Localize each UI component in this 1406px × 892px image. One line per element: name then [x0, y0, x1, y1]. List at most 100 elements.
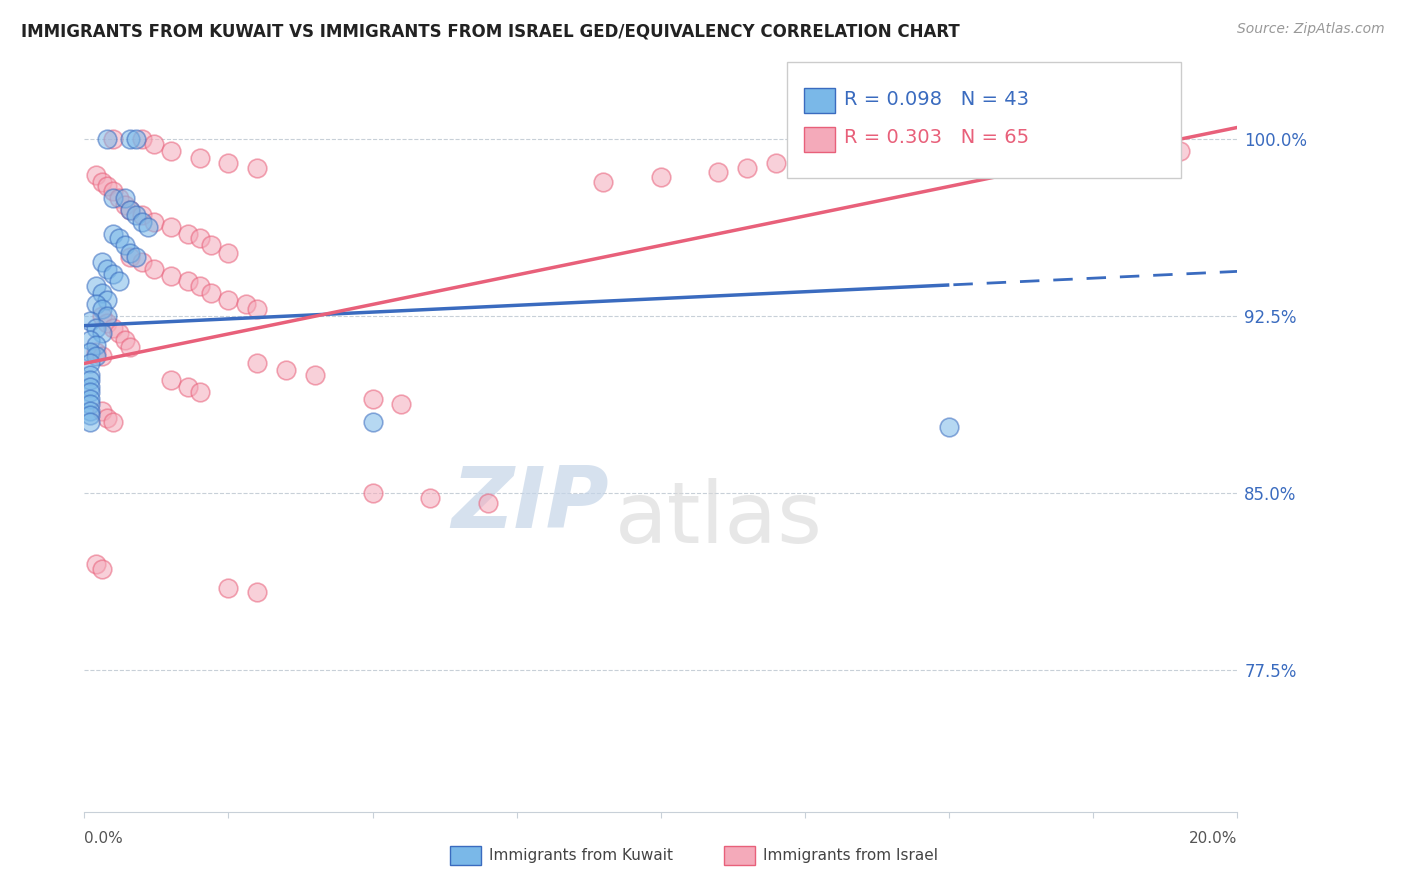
Point — [90, 285, 112, 300]
Point — [114, 238, 136, 252]
Point — [218, 581, 240, 595]
Point — [90, 403, 112, 417]
Point — [79, 416, 101, 430]
Point — [131, 208, 153, 222]
Point — [188, 278, 211, 293]
Text: R = 0.303   N = 65: R = 0.303 N = 65 — [844, 128, 1029, 147]
Point — [84, 344, 107, 359]
Point — [90, 302, 112, 317]
Point — [96, 410, 118, 425]
Point — [103, 321, 124, 335]
Point — [142, 262, 165, 277]
Point — [120, 250, 142, 264]
Point — [160, 219, 183, 234]
Point — [246, 356, 269, 370]
Point — [136, 219, 159, 234]
Point — [276, 363, 298, 377]
Point — [79, 409, 101, 423]
Text: Immigrants from Kuwait: Immigrants from Kuwait — [489, 848, 673, 863]
Text: R = 0.098   N = 43: R = 0.098 N = 43 — [844, 89, 1029, 109]
Point — [79, 356, 101, 370]
Point — [90, 562, 112, 576]
Point — [96, 132, 118, 146]
Point — [120, 202, 142, 217]
Point — [707, 165, 730, 179]
Point — [235, 297, 257, 311]
Point — [84, 557, 107, 571]
Point — [246, 302, 269, 317]
Point — [177, 274, 200, 288]
Point — [177, 227, 200, 241]
Point — [79, 333, 101, 347]
Point — [200, 285, 222, 300]
Point — [188, 231, 211, 245]
Point — [108, 274, 131, 288]
Point — [120, 340, 142, 354]
Point — [125, 132, 148, 146]
Point — [79, 380, 101, 394]
Point — [131, 215, 153, 229]
Point — [103, 227, 124, 241]
Point — [79, 403, 101, 417]
Point — [246, 161, 269, 175]
Point — [765, 156, 787, 170]
Point — [142, 215, 165, 229]
Point — [103, 416, 124, 430]
Text: Source: ZipAtlas.com: Source: ZipAtlas.com — [1237, 22, 1385, 37]
Point — [246, 585, 269, 599]
Text: 0.0%: 0.0% — [84, 830, 124, 846]
Point — [938, 420, 960, 434]
Point — [160, 269, 183, 284]
Point — [188, 384, 211, 399]
Point — [79, 392, 101, 406]
Point — [84, 337, 107, 351]
Point — [218, 245, 240, 260]
Point — [304, 368, 326, 383]
Point — [84, 321, 107, 335]
Point — [114, 198, 136, 212]
Point — [84, 297, 107, 311]
Point — [114, 333, 136, 347]
Point — [84, 349, 107, 363]
Point — [96, 293, 118, 307]
Point — [90, 175, 112, 189]
Point — [361, 486, 384, 500]
Text: 20.0%: 20.0% — [1189, 830, 1237, 846]
Point — [160, 144, 183, 158]
Point — [218, 156, 240, 170]
Point — [120, 202, 142, 217]
Point — [90, 255, 112, 269]
Point — [108, 231, 131, 245]
Point — [96, 179, 118, 194]
Text: atlas: atlas — [614, 477, 823, 561]
Point — [142, 136, 165, 151]
Point — [823, 153, 845, 168]
Point — [79, 384, 101, 399]
Point — [114, 191, 136, 205]
Point — [79, 344, 101, 359]
Point — [103, 184, 124, 198]
Point — [177, 380, 200, 394]
Point — [79, 373, 101, 387]
Point — [90, 349, 112, 363]
Point — [131, 255, 153, 269]
Text: ZIP: ZIP — [451, 463, 609, 546]
Point — [361, 392, 384, 406]
Point — [737, 161, 759, 175]
Point — [96, 262, 118, 277]
Point — [108, 191, 131, 205]
Point — [96, 310, 118, 324]
Point — [96, 316, 118, 330]
Point — [477, 495, 499, 509]
Text: Immigrants from Israel: Immigrants from Israel — [763, 848, 938, 863]
Point — [79, 368, 101, 383]
Point — [120, 245, 142, 260]
Point — [90, 326, 112, 340]
Point — [84, 278, 107, 293]
Point — [188, 151, 211, 165]
Point — [938, 149, 960, 163]
Point — [79, 396, 101, 410]
Text: IMMIGRANTS FROM KUWAIT VS IMMIGRANTS FROM ISRAEL GED/EQUIVALENCY CORRELATION CHA: IMMIGRANTS FROM KUWAIT VS IMMIGRANTS FRO… — [21, 22, 960, 40]
Point — [131, 132, 153, 146]
Point — [90, 310, 112, 324]
